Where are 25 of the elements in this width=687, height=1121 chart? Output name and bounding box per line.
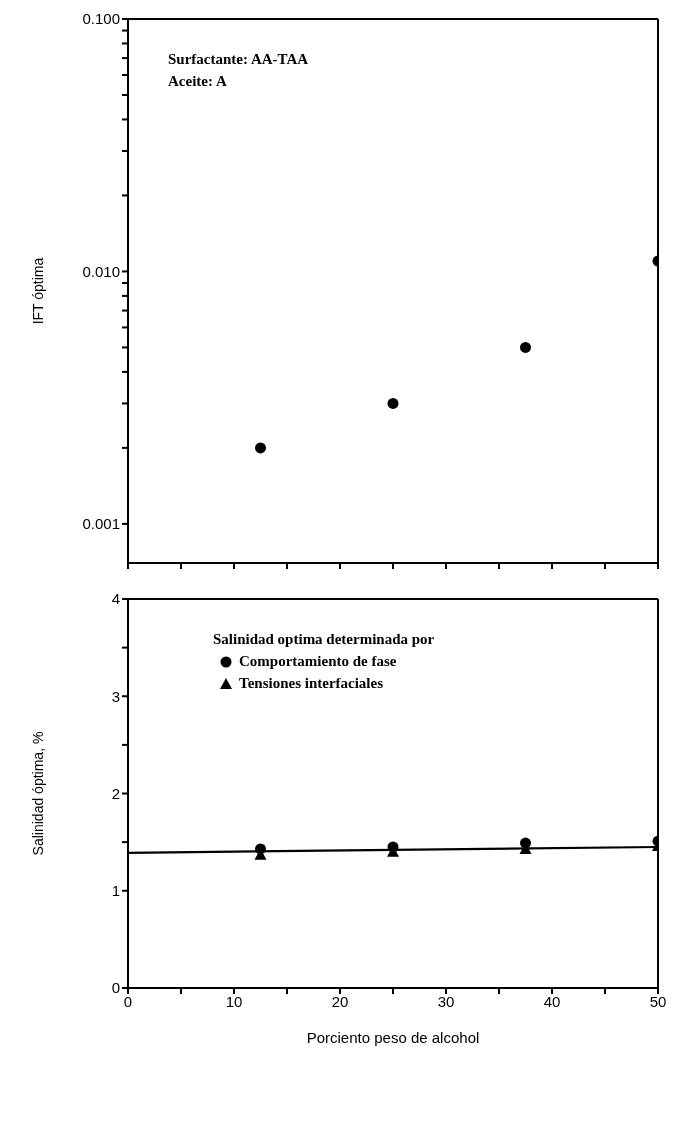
x-tick-label: 30 <box>437 992 455 1010</box>
x-tick-label: 40 <box>543 992 561 1010</box>
y-tick-label: 4 <box>111 590 120 608</box>
y-tick-label: 3 <box>111 687 120 705</box>
x-tick-label: 10 <box>225 992 243 1010</box>
annotation: Surfactante: AA-TAA <box>168 50 309 69</box>
y-tick-label: 0.010 <box>82 262 120 280</box>
x-axis-title: Porciento peso de alcohol <box>306 1029 480 1046</box>
y-axis-title: Salinidad óptima, % <box>29 731 46 856</box>
y-tick-label: 1 <box>111 882 120 900</box>
y-tick-label: 0.001 <box>82 515 120 533</box>
point <box>520 341 531 353</box>
x-tick-label: 20 <box>331 992 349 1010</box>
y-tick-label: 0 <box>111 979 120 997</box>
point <box>255 442 266 454</box>
x-tick-label: 0 <box>123 992 133 1010</box>
point <box>387 397 399 409</box>
legend-label: Tensiones interfaciales <box>239 674 384 693</box>
y-tick-label: 2 <box>111 784 120 802</box>
annotation: Aceite: A <box>168 72 228 91</box>
y-axis-title: IFT óptima <box>29 257 46 325</box>
x-tick-label: 50 <box>649 992 667 1010</box>
legend-title: Salinidad optima determinada por <box>213 630 436 649</box>
y-tick-label: 0.100 <box>82 10 120 28</box>
legend-label: Comportamiento de fase <box>239 652 397 671</box>
